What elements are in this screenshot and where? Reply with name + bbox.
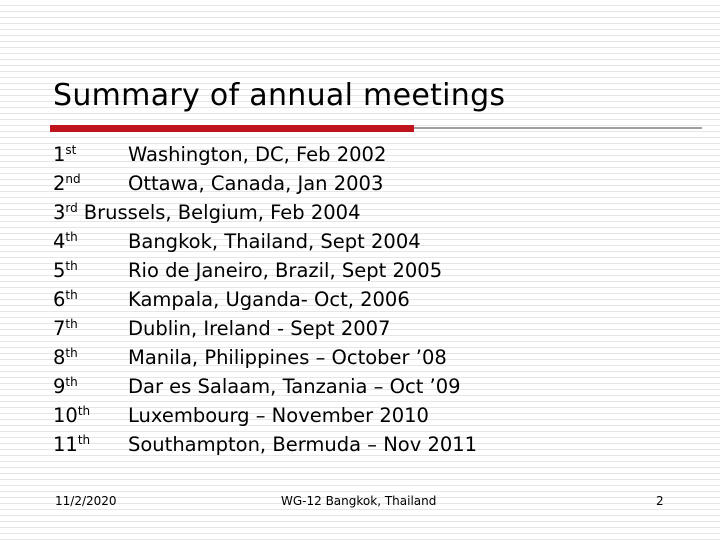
ordinal-suffix: th (65, 317, 78, 331)
ordinal: 4th (53, 227, 128, 256)
footer-page: 2 (656, 494, 664, 508)
ordinal-suffix: th (65, 259, 78, 273)
ordinal-number: 3 (53, 201, 66, 224)
ordinal-suffix: th (77, 404, 91, 418)
meeting-text: Washington, DC, Feb 2002 (128, 143, 387, 166)
title-underline (50, 125, 414, 132)
meeting-item: 8th Manila, Philippines – October ’08 (53, 343, 477, 372)
ordinal: 10th (53, 401, 128, 430)
slide-title: Summary of annual meetings (53, 78, 506, 113)
ordinal: 7th (53, 314, 128, 343)
meeting-text: Dublin, Ireland - Sept 2007 (128, 317, 391, 340)
ordinal-number: 5 (53, 259, 66, 282)
ordinal-number: 8 (53, 346, 66, 369)
ordinal-suffix: st (65, 143, 77, 157)
meeting-item: 7th Dublin, Ireland - Sept 2007 (53, 314, 477, 343)
meeting-item: 5th Rio de Janeiro, Brazil, Sept 2005 (53, 256, 477, 285)
meeting-text: Rio de Janeiro, Brazil, Sept 2005 (128, 259, 443, 282)
ordinal-suffix: th (65, 375, 78, 389)
ordinal-suffix: th (65, 346, 78, 360)
ordinal-number: 10 (53, 404, 78, 427)
meeting-text: Manila, Philippines – October ’08 (128, 346, 447, 369)
ordinal-number: 4 (53, 230, 66, 253)
ordinal-number: 7 (53, 317, 66, 340)
ordinal-number: 9 (53, 375, 66, 398)
ordinal: 9th (53, 372, 128, 401)
meeting-item: 4th Bangkok, Thailand, Sept 2004 (53, 227, 477, 256)
meeting-item: 9th Dar es Salaam, Tanzania – Oct ’09 (53, 372, 477, 401)
footer-date: 11/2/2020 (55, 494, 117, 508)
meeting-list: 1st Washington, DC, Feb 2002 2nd Ottawa, Ca… (53, 140, 477, 459)
ordinal-number: 6 (53, 288, 66, 311)
ordinal-suffix: th (77, 433, 91, 447)
meeting-text: Kampala, Uganda- Oct, 2006 (128, 288, 410, 311)
meeting-text: Luxembourg – November 2010 (128, 404, 429, 427)
ordinal-suffix: th (65, 288, 78, 302)
ordinal: 2nd (53, 169, 128, 198)
meeting-text: Southampton, Bermuda – Nov 2011 (128, 433, 478, 456)
meeting-item: 6th Kampala, Uganda- Oct, 2006 (53, 285, 477, 314)
ordinal-number: 11 (53, 433, 78, 456)
ordinal-suffix: th (65, 230, 78, 244)
meeting-item: 10th Luxembourg – November 2010 (53, 401, 477, 430)
ordinal-suffix: rd (65, 201, 78, 215)
meeting-item: 11th Southampton, Bermuda – Nov 2011 (53, 430, 477, 459)
meeting-item: 3rd Brussels, Belgium, Feb 2004 (53, 198, 477, 227)
title-rule (414, 127, 702, 129)
meeting-text: Bangkok, Thailand, Sept 2004 (128, 230, 421, 253)
footer-center: WG-12 Bangkok, Thailand (281, 494, 437, 508)
meeting-text: Ottawa, Canada, Jan 2003 (128, 172, 384, 195)
ordinal: 6th (53, 285, 128, 314)
ordinal: 3rd (53, 198, 78, 227)
meeting-item: 2nd Ottawa, Canada, Jan 2003 (53, 169, 477, 198)
ordinal: 1st (53, 140, 128, 169)
meeting-text: Brussels, Belgium, Feb 2004 (83, 201, 361, 224)
meeting-item: 1st Washington, DC, Feb 2002 (53, 140, 477, 169)
ordinal-suffix: nd (65, 172, 81, 186)
ordinal-number: 2 (53, 172, 66, 195)
ordinal: 5th (53, 256, 128, 285)
ordinal-number: 1 (53, 143, 66, 166)
meeting-text: Dar es Salaam, Tanzania – Oct ’09 (128, 375, 461, 398)
ordinal: 11th (53, 430, 128, 459)
ordinal: 8th (53, 343, 128, 372)
